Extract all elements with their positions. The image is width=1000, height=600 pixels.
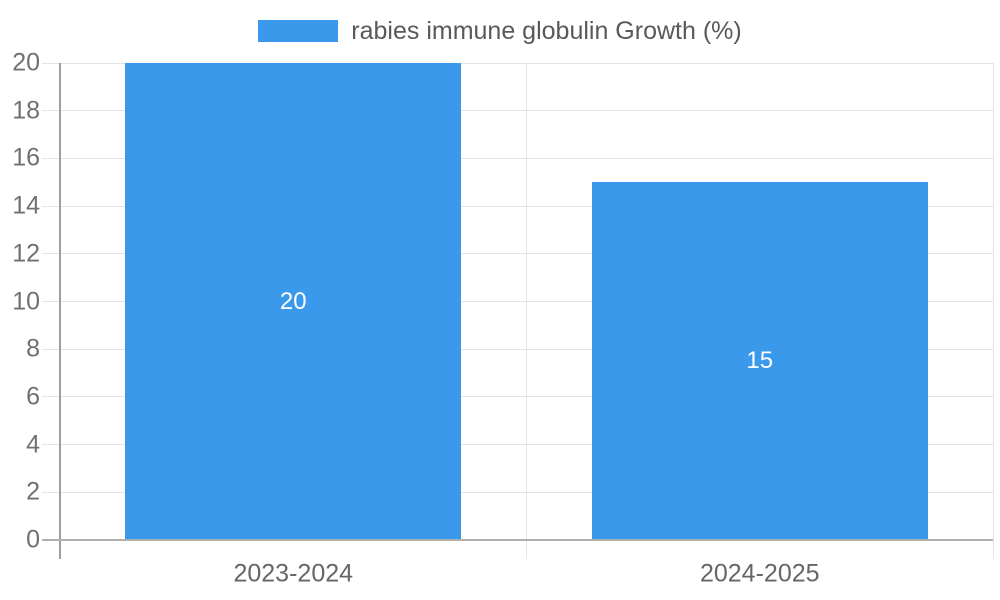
y-tick-label: 20 — [12, 48, 40, 77]
y-tick-label: 12 — [12, 239, 40, 268]
bar[interactable] — [591, 182, 928, 540]
legend-label: rabies immune globulin Growth (%) — [351, 16, 742, 45]
plot-area: 20 15 — [42, 62, 994, 559]
legend-swatch — [258, 20, 339, 42]
h-gridline — [42, 62, 993, 64]
h-gridline — [42, 396, 993, 398]
h-gridline — [42, 110, 993, 112]
x-axis-label: 2023-2024 — [233, 559, 354, 588]
y-axis-line — [59, 63, 61, 559]
bar[interactable] — [125, 63, 462, 540]
bar-value-label: 20 — [279, 287, 307, 315]
y-tick-label: 8 — [26, 334, 40, 363]
y-tick-label: 6 — [26, 382, 40, 411]
h-gridline — [42, 157, 993, 159]
y-tick-label: 2 — [26, 477, 40, 506]
x-axis-label: 2024-2025 — [699, 559, 820, 588]
v-gridline — [526, 63, 527, 559]
h-gridline — [42, 348, 993, 350]
h-gridline — [42, 491, 993, 493]
y-tick-label: 10 — [12, 287, 40, 315]
legend[interactable]: rabies immune globulin Growth (%) — [0, 12, 1000, 50]
y-tick-label: 14 — [12, 191, 40, 220]
x-axis-baseline — [42, 539, 993, 541]
bar-value-label: 15 — [746, 347, 774, 375]
y-tick-label: 4 — [26, 430, 40, 459]
h-gridline — [42, 205, 993, 207]
h-gridline — [42, 253, 993, 255]
h-gridline — [42, 444, 993, 446]
y-tick-label: 18 — [12, 96, 40, 125]
y-tick-label: 0 — [26, 525, 40, 554]
h-gridline — [42, 301, 993, 302]
y-tick-label: 16 — [12, 143, 40, 172]
v-gridline — [992, 63, 994, 559]
